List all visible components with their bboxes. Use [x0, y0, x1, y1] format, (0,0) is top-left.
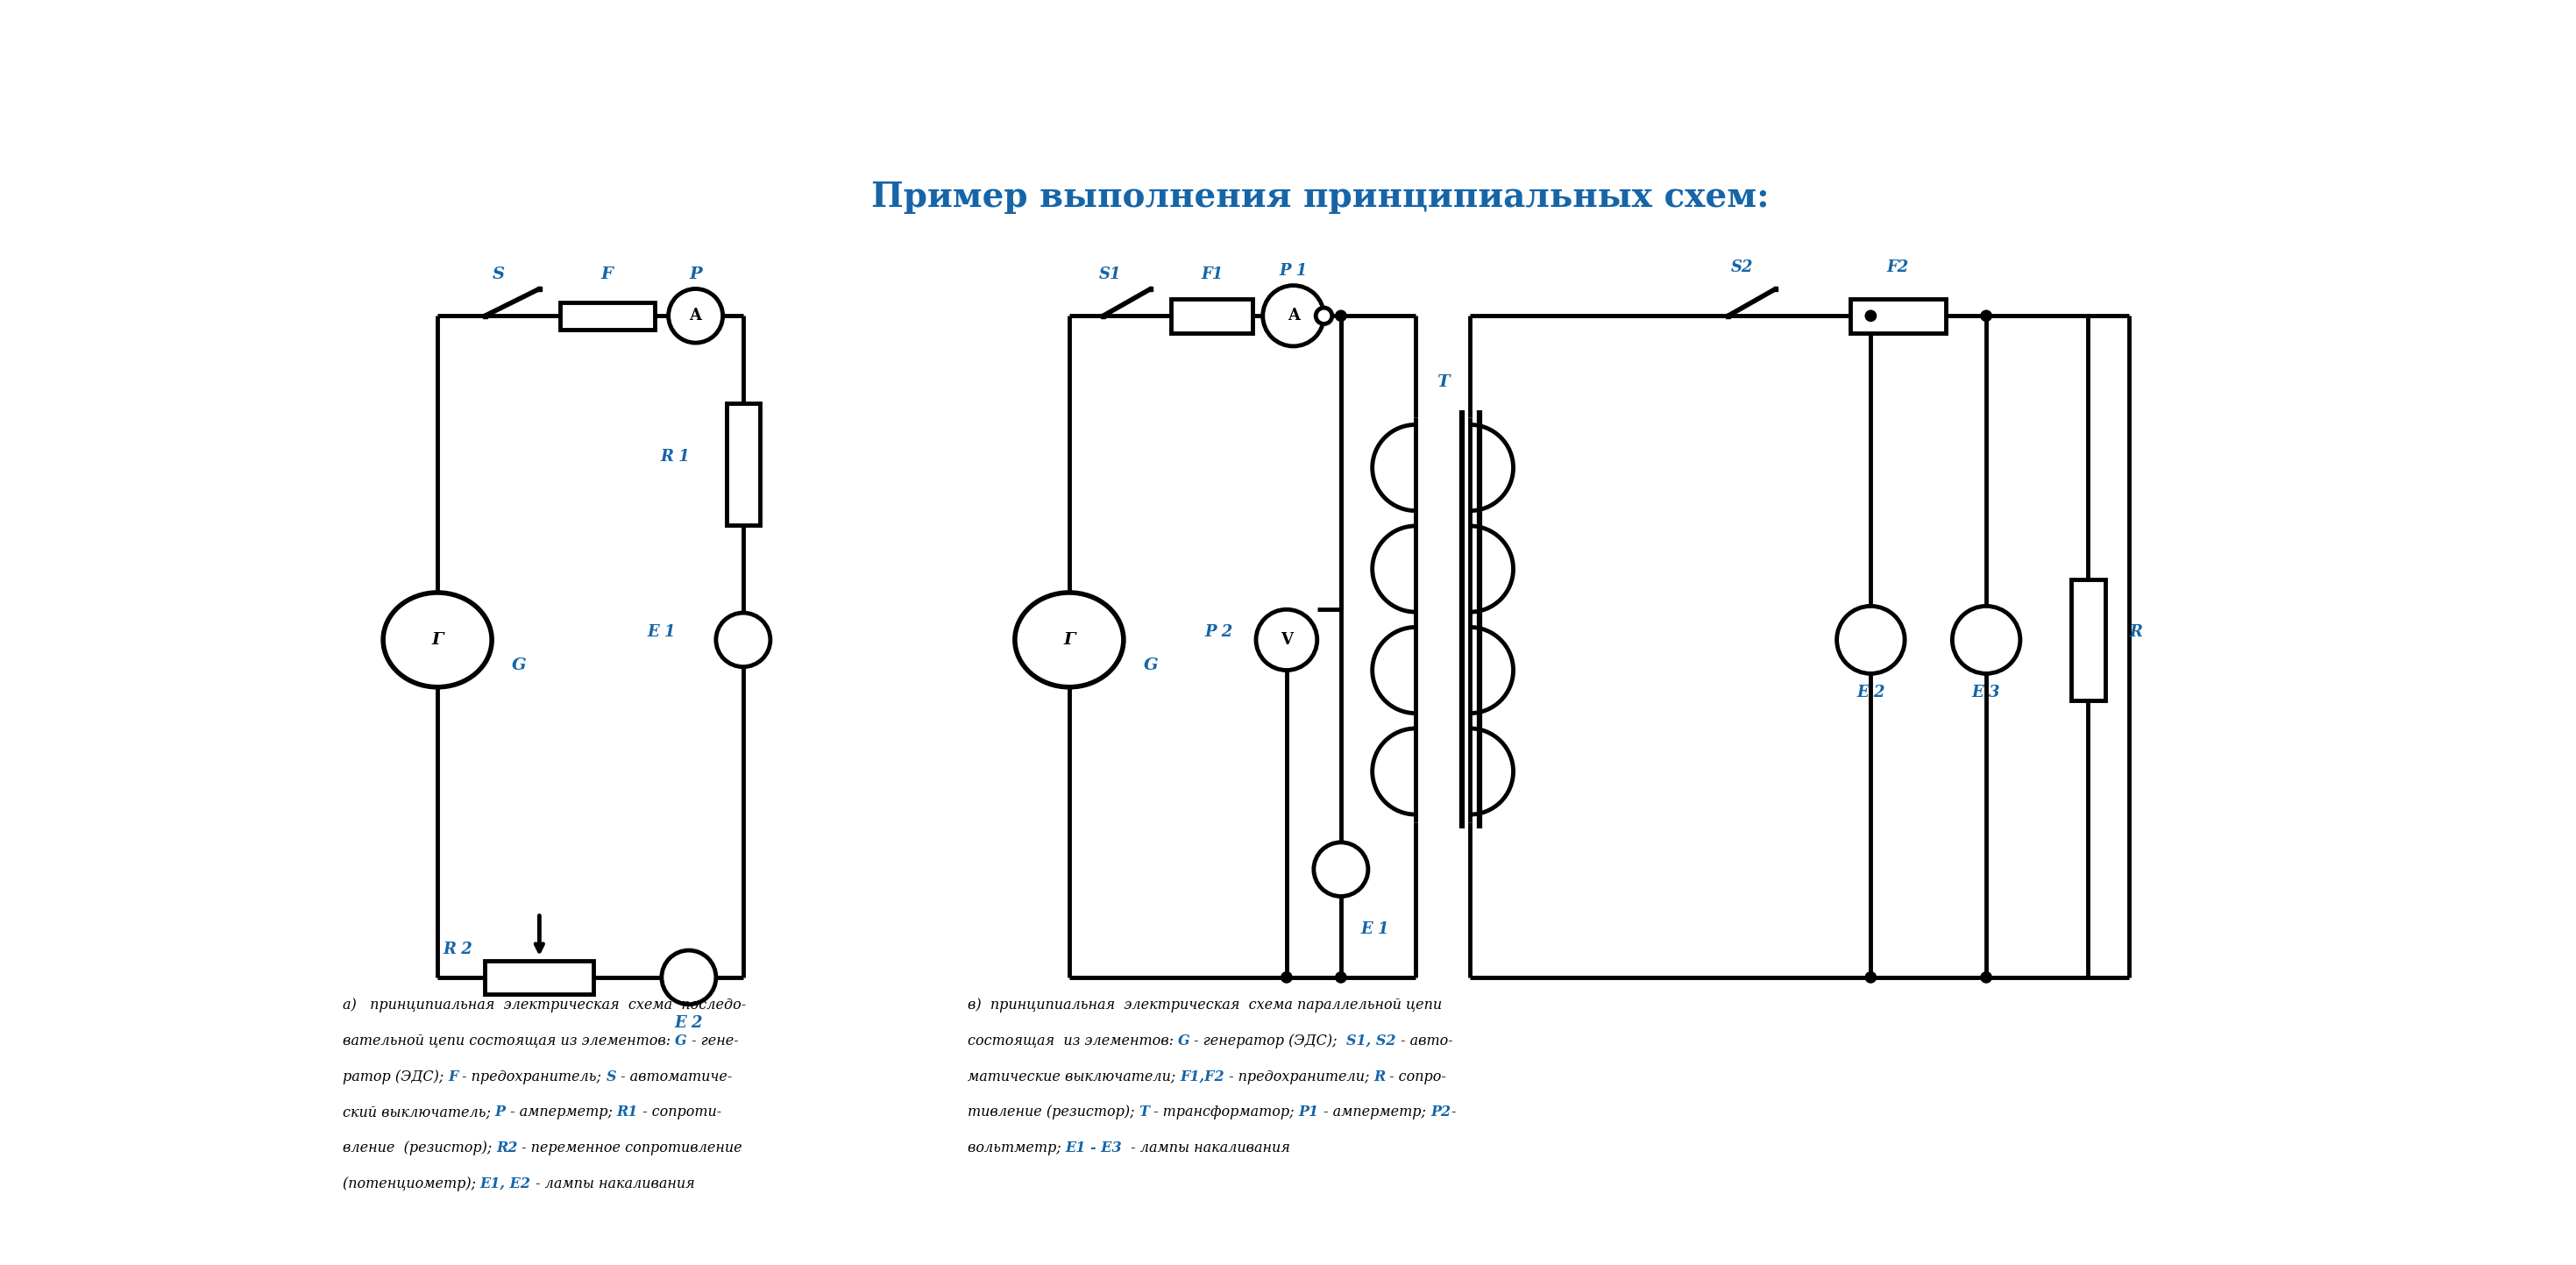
Text: F2: F2 — [1886, 259, 1909, 276]
Circle shape — [1257, 610, 1316, 670]
Circle shape — [1316, 307, 1332, 324]
Text: P2: P2 — [1430, 1104, 1450, 1120]
Text: - предохранители;: - предохранители; — [1224, 1069, 1373, 1084]
Text: а)   принципиальная  электрическая  схема  последо-: а) принципиальная электрическая схема по… — [343, 998, 744, 1012]
Text: тивление (резистор);: тивление (резистор); — [969, 1104, 1139, 1120]
Text: E1, E2: E1, E2 — [479, 1176, 531, 1192]
Text: T: T — [1139, 1104, 1149, 1120]
Text: - предохранитель;: - предохранитель; — [459, 1069, 605, 1084]
Text: Пример выполнения принципиальных схем:: Пример выполнения принципиальных схем: — [871, 181, 1770, 214]
Text: вление  (резистор);: вление (резистор); — [343, 1141, 497, 1156]
Text: Г: Г — [1064, 632, 1074, 648]
Text: R: R — [1373, 1069, 1386, 1084]
Text: A: A — [690, 307, 701, 324]
Text: P1: P1 — [1298, 1104, 1319, 1120]
Bar — [1850, 299, 1945, 333]
Text: - гене-: - гене- — [688, 1034, 739, 1049]
Text: вательной цепи состоящая из элементов:: вательной цепи состоящая из элементов: — [343, 1034, 675, 1049]
Bar — [1100, 314, 1105, 318]
Text: (потенциометр);: (потенциометр); — [343, 1176, 479, 1192]
Text: S: S — [605, 1069, 616, 1084]
Text: R 2: R 2 — [443, 941, 471, 958]
Text: F1,F2: F1,F2 — [1180, 1069, 1224, 1084]
Text: - трансформатор;: - трансформатор; — [1149, 1104, 1298, 1120]
Text: - амперметр;: - амперметр; — [1319, 1104, 1430, 1120]
Text: Г: Г — [433, 632, 443, 648]
Bar — [559, 302, 654, 329]
Text: R2: R2 — [497, 1141, 518, 1156]
Text: E1 - E3: E1 - E3 — [1066, 1141, 1123, 1156]
Text: S1: S1 — [1100, 267, 1121, 282]
Circle shape — [662, 950, 716, 1004]
Ellipse shape — [384, 592, 492, 687]
Text: вольтметр;: вольтметр; — [969, 1141, 1066, 1156]
Text: S: S — [492, 267, 505, 282]
Text: E 2: E 2 — [1857, 684, 1886, 701]
Text: R1: R1 — [616, 1104, 639, 1120]
Text: ский выключатель;: ский выключатель; — [343, 1104, 495, 1120]
Circle shape — [1314, 842, 1368, 897]
Text: P: P — [495, 1104, 505, 1120]
Text: - амперметр;: - амперметр; — [505, 1104, 616, 1120]
Text: матические выключатели;: матические выключатели; — [969, 1069, 1180, 1084]
Text: E 3: E 3 — [1973, 684, 2002, 701]
Circle shape — [1837, 606, 1904, 673]
Text: T: T — [1437, 374, 1450, 390]
Text: P: P — [690, 267, 703, 282]
Text: - генератор (ЭДС);: - генератор (ЭДС); — [1190, 1034, 1347, 1049]
Text: R 1: R 1 — [659, 449, 690, 464]
Bar — [726, 404, 760, 525]
Bar — [482, 314, 487, 318]
Text: A: A — [1288, 307, 1298, 324]
Text: R: R — [2130, 624, 2143, 640]
Text: E 2: E 2 — [675, 1016, 703, 1031]
Circle shape — [667, 288, 724, 343]
Text: G: G — [513, 658, 526, 673]
Text: F: F — [448, 1069, 459, 1084]
Circle shape — [1865, 972, 1875, 983]
Circle shape — [1334, 310, 1347, 321]
Circle shape — [1953, 606, 2020, 673]
Text: P 2: P 2 — [1206, 624, 1234, 640]
Text: состоящая  из элементов:: состоящая из элементов: — [969, 1034, 1177, 1049]
Text: G: G — [1177, 1034, 1190, 1049]
Text: - лампы накаливания: - лампы накаливания — [531, 1176, 696, 1192]
Bar — [484, 960, 592, 994]
Bar — [538, 287, 541, 291]
Text: P 1: P 1 — [1280, 263, 1309, 278]
Text: G: G — [675, 1034, 688, 1049]
Circle shape — [1280, 972, 1293, 983]
Text: - сопро-: - сопро- — [1386, 1069, 1445, 1084]
Text: E 1: E 1 — [647, 624, 675, 640]
Text: S2: S2 — [1731, 259, 1752, 276]
Text: - сопроти-: - сопроти- — [639, 1104, 721, 1120]
Circle shape — [1262, 286, 1324, 347]
Ellipse shape — [1015, 592, 1123, 687]
Text: V: V — [1280, 632, 1293, 648]
Text: E 1: E 1 — [1360, 921, 1388, 937]
Text: S1, S2: S1, S2 — [1347, 1034, 1396, 1049]
Circle shape — [1865, 310, 1875, 321]
Text: -: - — [1450, 1104, 1455, 1120]
Text: F1: F1 — [1200, 267, 1224, 282]
Text: - автоматиче-: - автоматиче- — [616, 1069, 732, 1084]
Bar — [1726, 314, 1731, 318]
Text: ратор (ЭДС);: ратор (ЭДС); — [343, 1069, 448, 1084]
Circle shape — [716, 612, 770, 667]
Text: - переменное сопротивление: - переменное сопротивление — [518, 1141, 742, 1156]
Text: G: G — [1144, 658, 1159, 673]
Text: - авто-: - авто- — [1396, 1034, 1453, 1049]
Bar — [1149, 287, 1151, 291]
Text: - лампы накаливания: - лампы накаливания — [1123, 1141, 1291, 1156]
Text: в)  принципиальная  электрическая  схема параллельной цепи: в) принципиальная электрическая схема па… — [969, 998, 1443, 1012]
Circle shape — [1981, 972, 1991, 983]
Bar — [2071, 579, 2105, 701]
Circle shape — [1981, 310, 1991, 321]
Bar — [1775, 287, 1777, 291]
Text: F: F — [600, 267, 613, 282]
Bar — [1172, 299, 1252, 333]
Circle shape — [1334, 972, 1347, 983]
